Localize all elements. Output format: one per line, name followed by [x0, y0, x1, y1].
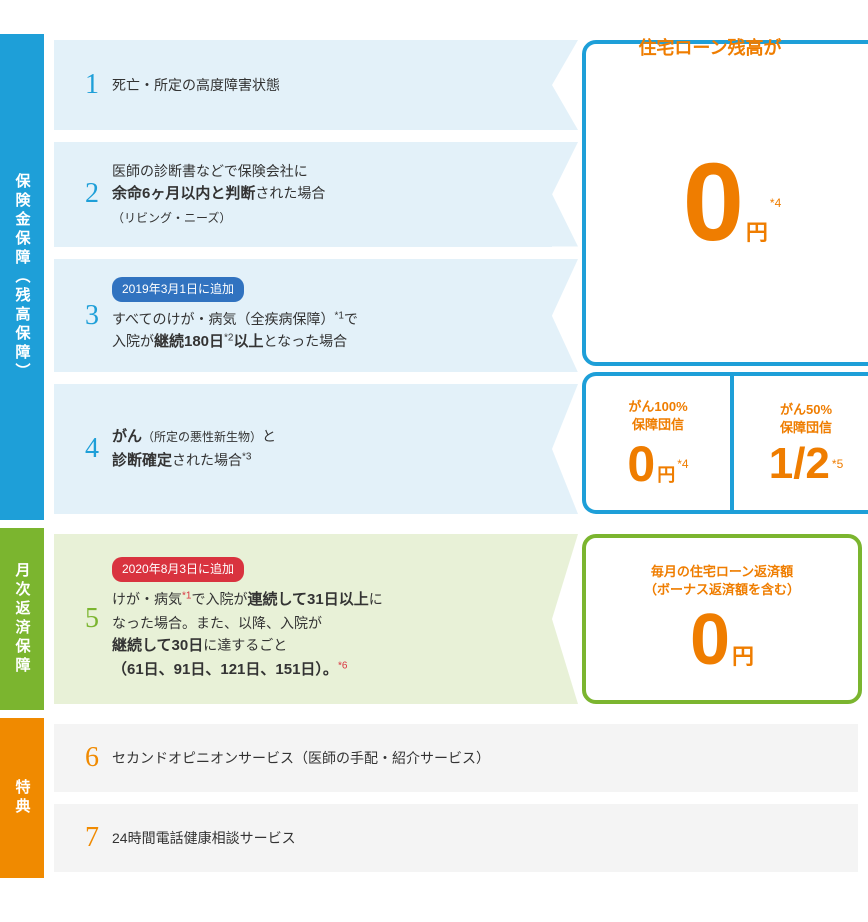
- added-date-badge: 2019年3月1日に追加: [112, 277, 244, 302]
- item-number: 6: [72, 742, 112, 774]
- benefit-item: 6 セカンドオピニオンサービス（医師の手配・紹介サービス）: [44, 724, 868, 792]
- item-desc: 医師の診断書などで保険会社に 余命6ヶ月以内と判断された場合 （リビング・ニーズ…: [112, 160, 512, 229]
- monthly-zero-value: 0: [690, 604, 730, 676]
- coverage-item: 1 死亡・所定の高度障害状態: [44, 40, 552, 130]
- item-number: 7: [72, 822, 112, 854]
- item-number: 1: [72, 69, 112, 101]
- item-number: 2: [72, 178, 112, 210]
- item-number: 5: [72, 603, 112, 635]
- asterisk-note: *4: [770, 196, 781, 210]
- result-cancer-pair: がん100% 保障団信 0 円 *4 がん50% 保障団信: [582, 372, 868, 514]
- section-benefits: 特典 6 セカンドオピニオンサービス（医師の手配・紹介サービス） 7 24時間電…: [0, 718, 868, 878]
- section-insurance-coverage: 保険金保障（残高保障） 1 死亡・所定の高度障害状態 2 医師の診断書などで保険…: [0, 34, 868, 520]
- result-zero-yen-big: 0 円 *4: [582, 40, 868, 366]
- item-number: 4: [72, 433, 112, 465]
- item-desc: セカンドオピニオンサービス（医師の手配・紹介サービス）: [112, 747, 840, 769]
- coverage-item: 3 2019年3月1日に追加 すべてのけが・病気（全疾病保障）*1で 入院が継続…: [44, 259, 552, 373]
- coverage-item: 4 がん（所定の悪性新生物）と 診断確定された場合*3: [44, 384, 552, 514]
- cancer-100-value: 0: [627, 439, 655, 489]
- cancer-100-box: がん100% 保障団信 0 円 *4: [582, 372, 732, 514]
- asterisk-note: *5: [832, 457, 843, 471]
- added-date-badge: 2020年8月3日に追加: [112, 557, 244, 582]
- section-monthly-repayment: 月次返済保障 5 2020年8月3日に追加 けが・病気*1で入院が連続して31日…: [0, 528, 868, 710]
- section1-tab: 保険金保障（残高保障）: [0, 34, 44, 520]
- cancer-50-box: がん50% 保障団信 1/2 *5: [732, 372, 868, 514]
- yen-unit: 円: [746, 215, 768, 247]
- item-desc: 2019年3月1日に追加 すべてのけが・病気（全疾病保障）*1で 入院が継続18…: [112, 277, 512, 355]
- zero-value: 0: [683, 148, 744, 258]
- item-desc: 2020年8月3日に追加 けが・病気*1で入院が連続して31日以上に なった場合…: [112, 557, 512, 683]
- monthly-item: 5 2020年8月3日に追加 けが・病気*1で入院が連続して31日以上に なった…: [44, 534, 552, 704]
- yen-unit: 円: [732, 639, 754, 671]
- section1-items: 1 死亡・所定の高度障害状態 2 医師の診断書などで保険会社に 余命6ヶ月以内と…: [44, 34, 552, 520]
- item-desc: がん（所定の悪性新生物）と 診断確定された場合*3: [112, 425, 512, 473]
- item-desc: 死亡・所定の高度障害状態: [112, 74, 512, 96]
- item-number: 3: [72, 300, 112, 332]
- header-balance-label: 住宅ローン残高が: [560, 34, 860, 60]
- result-monthly-zero: 毎月の住宅ローン返済額 （ボーナス返済額を含む） 0 円: [582, 534, 862, 704]
- yen-unit: 円: [657, 461, 675, 487]
- benefit-item: 7 24時間電話健康相談サービス: [44, 804, 868, 872]
- section3-tab: 特典: [0, 718, 44, 878]
- asterisk-note: *4: [677, 457, 688, 471]
- section2-tab: 月次返済保障: [0, 528, 44, 710]
- item-desc: 24時間電話健康相談サービス: [112, 827, 840, 849]
- cancer-50-value: 1/2: [769, 442, 830, 486]
- coverage-item: 2 医師の診断書などで保険会社に 余命6ヶ月以内と判断された場合 （リビング・ニ…: [44, 142, 552, 247]
